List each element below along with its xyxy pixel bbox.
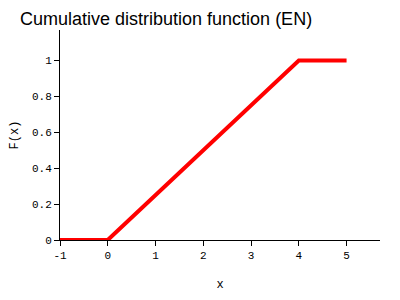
svg-text:0.6: 0.6 bbox=[32, 127, 52, 139]
svg-text:-1: -1 bbox=[53, 250, 67, 262]
svg-text:0.8: 0.8 bbox=[32, 91, 52, 103]
svg-text:0: 0 bbox=[104, 250, 111, 262]
svg-text:3: 3 bbox=[248, 250, 255, 262]
svg-text:2: 2 bbox=[200, 250, 207, 262]
svg-text:F(x): F(x) bbox=[8, 121, 22, 150]
svg-text:x: x bbox=[216, 278, 223, 292]
svg-text:0.4: 0.4 bbox=[32, 163, 52, 175]
svg-text:0.2: 0.2 bbox=[32, 199, 52, 211]
svg-text:4: 4 bbox=[296, 250, 303, 262]
svg-text:Cumulative distribution functi: Cumulative distribution function (EN) bbox=[20, 9, 312, 29]
svg-text:0: 0 bbox=[45, 235, 52, 247]
svg-text:1: 1 bbox=[45, 55, 52, 67]
svg-text:1: 1 bbox=[152, 250, 159, 262]
svg-text:5: 5 bbox=[343, 250, 350, 262]
